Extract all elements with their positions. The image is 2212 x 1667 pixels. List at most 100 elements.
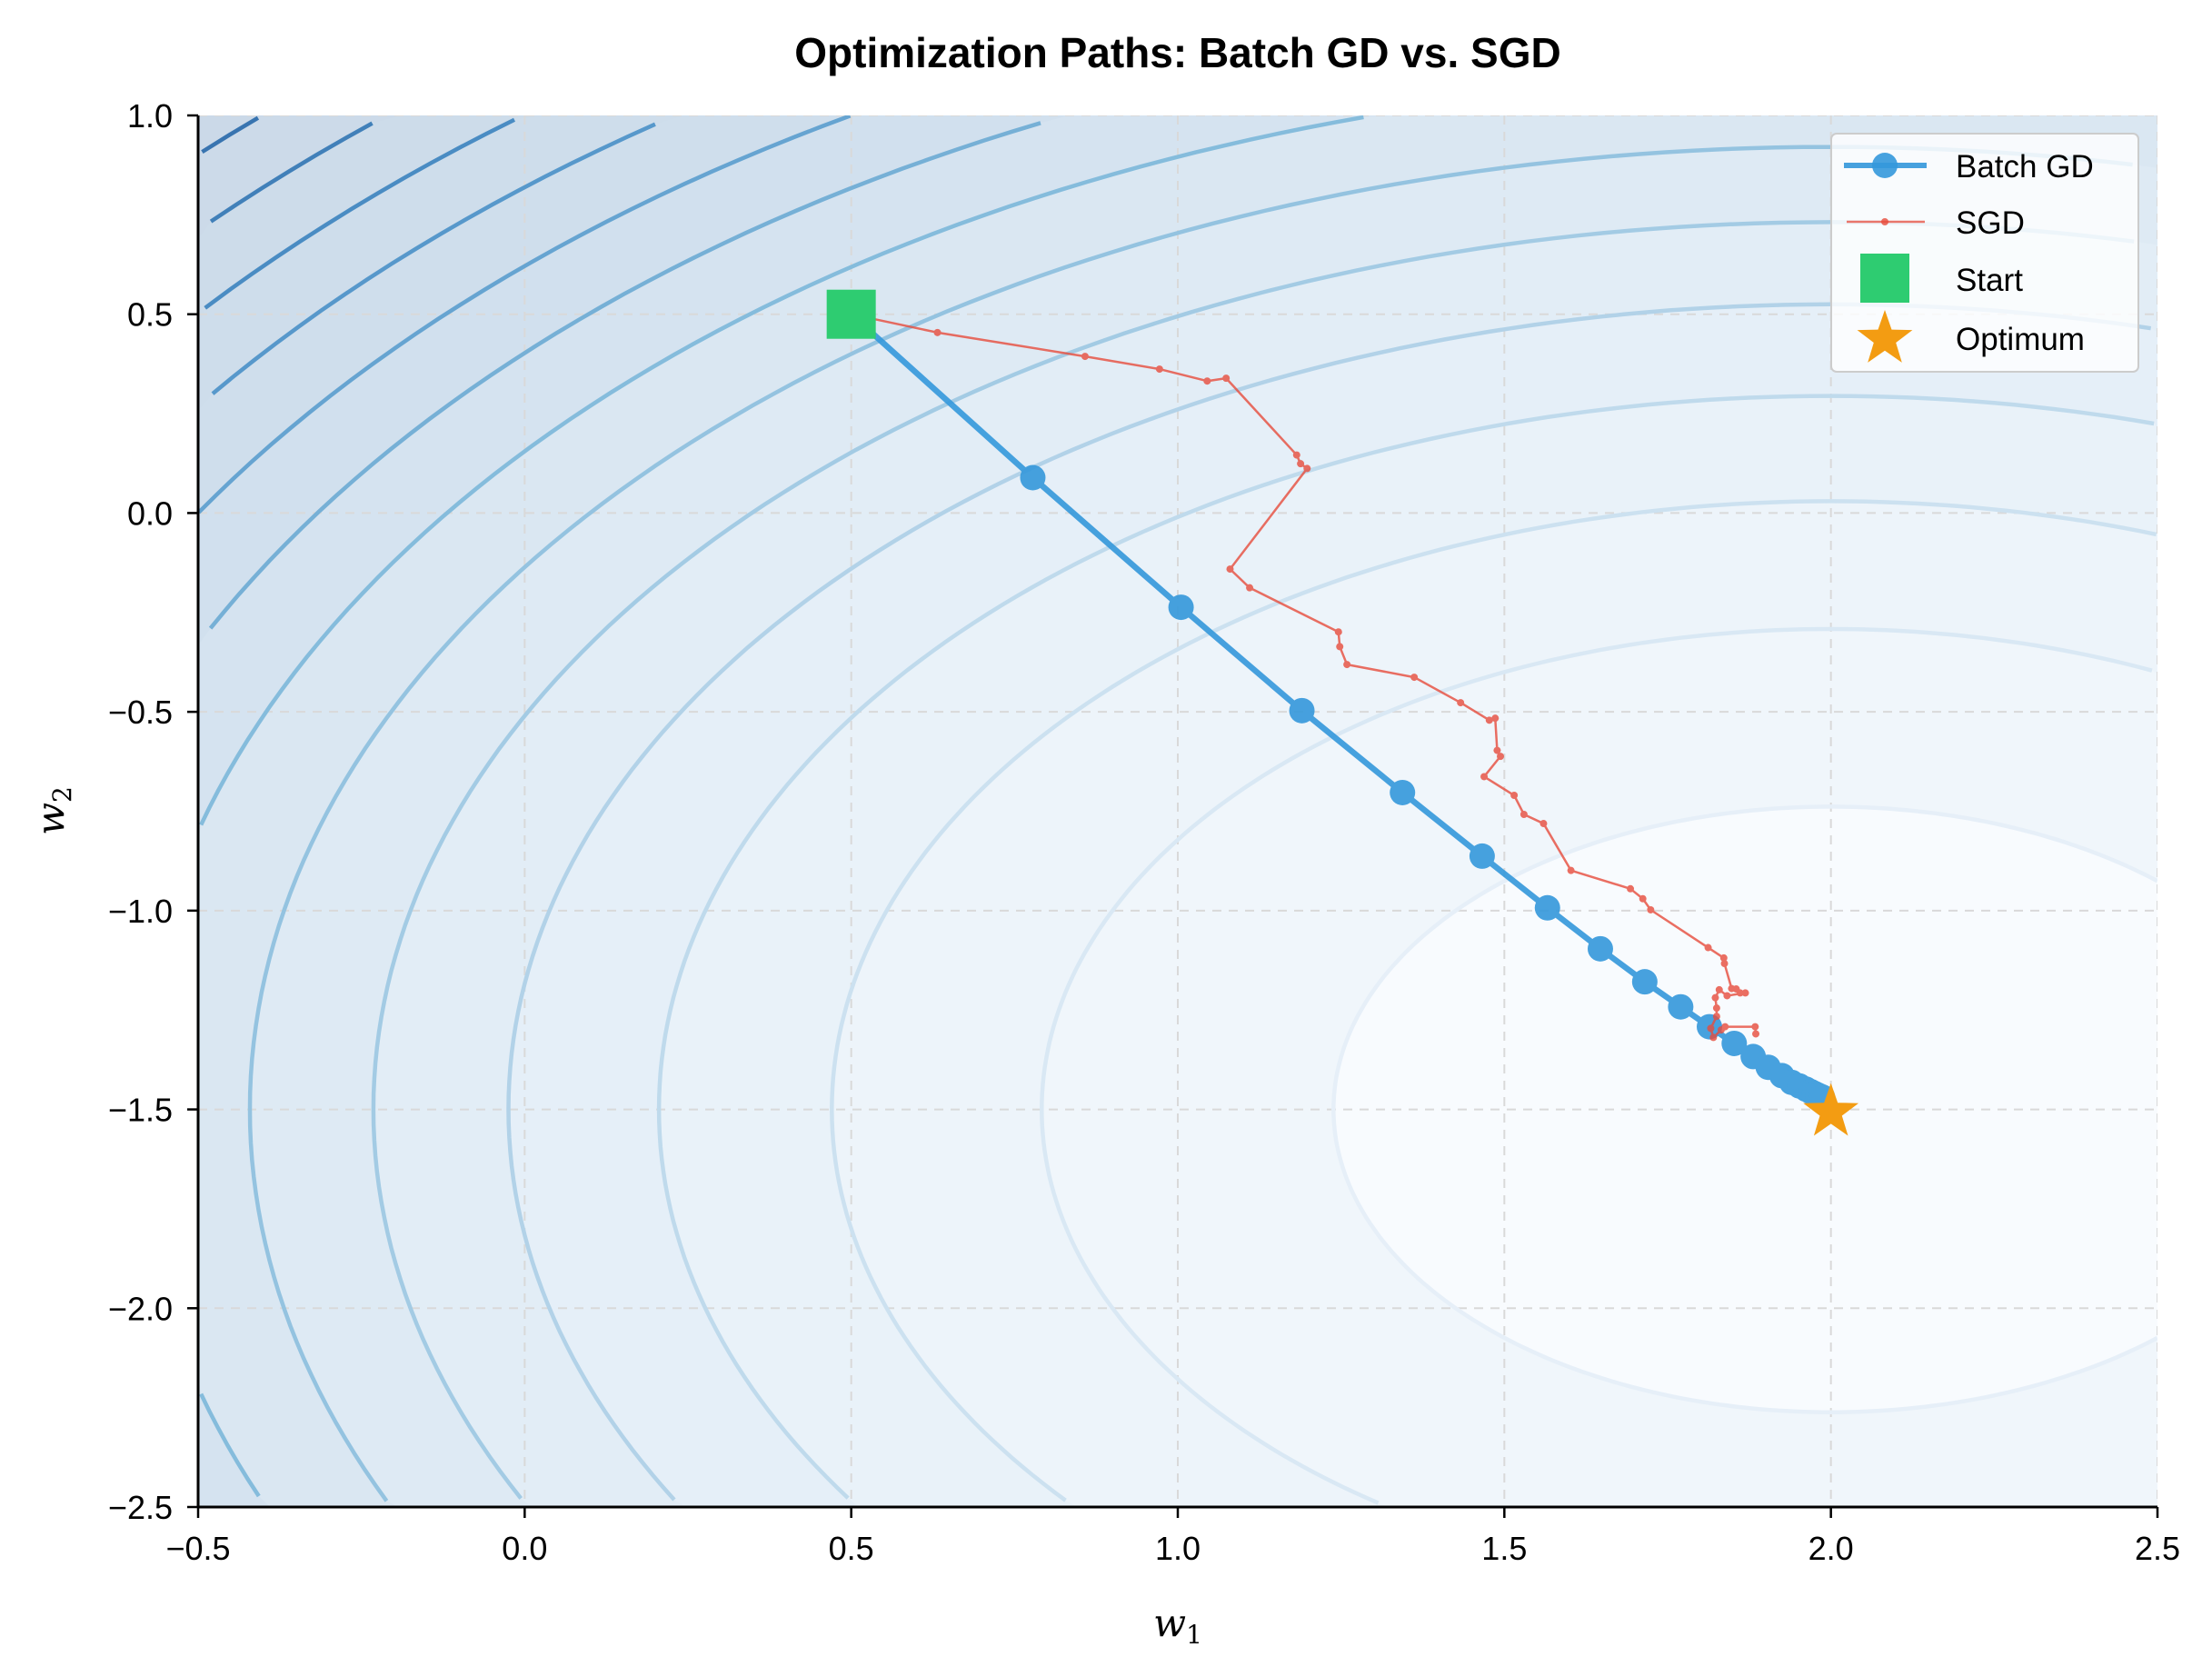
y-tick-label: −0.5 [108, 694, 173, 731]
x-tick-label: 1.0 [1155, 1530, 1201, 1567]
legend-optimum-marker [1857, 310, 1913, 363]
y-tick-label: −2.0 [108, 1290, 173, 1327]
sgd-point [1723, 992, 1731, 1000]
chart-title: Optimization Paths: Batch GD vs. SGD [794, 29, 1560, 76]
batch-gd-point [1631, 969, 1658, 995]
legend: Batch GD SGD Start Optimum [1830, 133, 2139, 373]
sgd-point [1510, 792, 1519, 800]
sgd-point [1721, 1023, 1729, 1031]
batch-gd-point [1469, 843, 1495, 869]
batch-gd-point [1168, 594, 1194, 621]
y-axis-label: w2 [28, 786, 77, 835]
y-tick-label: 0.0 [127, 494, 173, 532]
sgd-point [1707, 1024, 1715, 1033]
contour-line [1040, 626, 2153, 1505]
sgd-point [1203, 377, 1211, 385]
sgd-point [1081, 353, 1089, 361]
contour-line [247, 145, 2133, 1502]
sgd-point [1639, 894, 1647, 903]
contour-fills [198, 115, 2157, 1507]
contour-line [371, 220, 2135, 1500]
legend-batch-gd-marker [1872, 153, 1898, 178]
x-tick-label: 2.0 [1808, 1530, 1854, 1567]
contour-lines [198, 115, 2157, 1505]
contour-line [201, 115, 260, 155]
sgd-point [1712, 1013, 1720, 1021]
legend-item-batch-gd: Batch GD [1844, 149, 2094, 185]
legend-label-start: Start [1956, 263, 2023, 298]
sgd-point [1246, 584, 1254, 592]
contour-line [211, 122, 656, 395]
sgd-point [1297, 460, 1305, 468]
series-layer [826, 289, 1859, 1136]
contour-line [830, 499, 2157, 1502]
contour-line [1331, 804, 2157, 1414]
sgd-point [1741, 989, 1749, 997]
legend-start-marker [1860, 254, 1909, 303]
sgd-point [1736, 989, 1744, 997]
sgd-point [1155, 365, 1163, 374]
x-tick-label: 0.0 [502, 1530, 547, 1567]
sgd-point [1752, 1030, 1760, 1038]
legend-box [1830, 133, 2139, 373]
sgd-point [1292, 451, 1300, 459]
sgd-point [1720, 960, 1729, 968]
x-axis-label: w1 [1153, 1601, 1202, 1650]
sgd-point [1711, 993, 1719, 1002]
batch-gd-point [1587, 935, 1613, 962]
y-ticks: −2.5 −2.0 −1.5 −1.0 −0.5 0.0 0.5 1.0 [108, 97, 198, 1526]
x-ticks: −0.5 0.0 0.5 1.0 1.5 2.0 2.5 [165, 1507, 2180, 1567]
batch-gd-point [1289, 697, 1315, 724]
contour-line [208, 121, 1041, 630]
sgd-point [1334, 628, 1342, 636]
batch-gd-point [1534, 894, 1560, 921]
sgd-point [1751, 1023, 1759, 1031]
sgd-point [1410, 674, 1419, 682]
x-tick-label: 0.5 [829, 1530, 874, 1567]
sgd-point [1704, 943, 1712, 952]
sgd-point [1567, 866, 1575, 874]
contour-line [656, 394, 2155, 1500]
series-sgd [847, 310, 1760, 1042]
optimum-marker [1803, 1083, 1859, 1136]
sgd-point [1303, 464, 1311, 473]
batch-gd-point [1390, 779, 1416, 805]
legend-label-batch-gd: Batch GD [1956, 149, 2094, 185]
sgd-point [1457, 699, 1465, 707]
sgd-point [1497, 753, 1505, 761]
x-tick-label: −0.5 [165, 1530, 230, 1567]
y-tick-label: 0.5 [127, 296, 173, 334]
contour-line [198, 115, 852, 514]
sgd-point [1647, 905, 1655, 913]
y-tick-label: −1.5 [108, 1092, 173, 1129]
contour-line [209, 121, 374, 224]
axes: −0.5 0.0 0.5 1.0 1.5 2.0 2.5 −2.5−2.0−1.5−1.0−… [28, 97, 2180, 1650]
sgd-path [851, 313, 1758, 1039]
sgd-point [1336, 643, 1344, 651]
contour-line [506, 302, 2152, 1502]
x-tick-label: 2.5 [2135, 1530, 2180, 1567]
sgd-point [1539, 820, 1548, 828]
legend-label-sgd: SGD [1956, 205, 2025, 241]
start-marker [826, 289, 876, 339]
y-tick-label: −2.5 [108, 1489, 173, 1526]
sgd-point [1627, 884, 1635, 893]
contour-line [204, 117, 516, 310]
legend-item-start: Start [1860, 254, 2023, 303]
sgd-point [1520, 810, 1528, 818]
sgd-point [1491, 714, 1500, 723]
contour-line [199, 1392, 261, 1498]
batch-gd-point [1668, 993, 1694, 1020]
legend-item-sgd: SGD [1847, 205, 2025, 241]
sgd-point [1343, 661, 1351, 669]
x-tick-label: 1.5 [1481, 1530, 1527, 1567]
y-tick-label: 1.0 [127, 97, 173, 135]
legend-sgd-marker [1881, 218, 1888, 225]
plot-area [198, 115, 2157, 1507]
sgd-point [1493, 746, 1501, 754]
sgd-point [1485, 716, 1493, 724]
sgd-point [933, 328, 942, 336]
batch-gd-point [1721, 1030, 1748, 1056]
sgd-point [1715, 985, 1723, 993]
